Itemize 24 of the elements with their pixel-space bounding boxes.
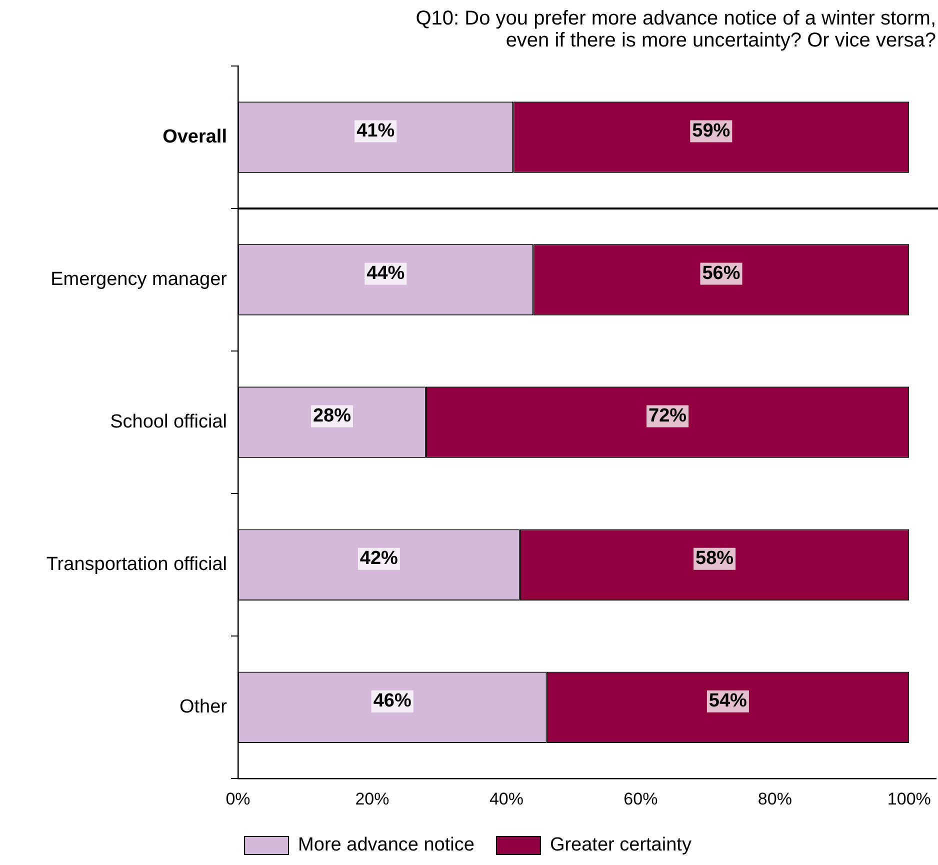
y-tick-label: Other	[179, 696, 228, 718]
data-label: 59%	[692, 120, 730, 142]
x-tick-label: 20%	[355, 789, 390, 808]
data-label: 58%	[696, 548, 734, 570]
y-tick-label: School official	[110, 412, 227, 433]
data-label: 44%	[366, 263, 405, 284]
data-label: 41%	[356, 120, 395, 142]
data-label: 56%	[702, 263, 740, 284]
x-tick-label: 40%	[489, 789, 524, 808]
x-tick-label: 0%	[226, 789, 250, 808]
y-tick-label: Overall	[162, 126, 227, 148]
legend-label: Greater certainty	[550, 834, 692, 856]
y-tick-label: Transportation official	[46, 554, 227, 576]
y-tick-label: Emergency manager	[50, 269, 228, 290]
legend-label: More advance notice	[298, 834, 474, 856]
x-tick-label: 80%	[758, 789, 792, 808]
data-label: 72%	[648, 406, 687, 427]
data-label: 42%	[360, 548, 398, 570]
data-label: 54%	[708, 690, 748, 712]
data-label: 46%	[373, 690, 412, 712]
data-label: 28%	[312, 406, 352, 427]
x-tick-label: 100%	[887, 789, 931, 808]
x-tick-label: 60%	[624, 789, 658, 808]
chart-title: Q10: Do you prefer more advance notice of a winter storm, even if there is more uncertainty? Or vice versa?	[416, 8, 936, 52]
